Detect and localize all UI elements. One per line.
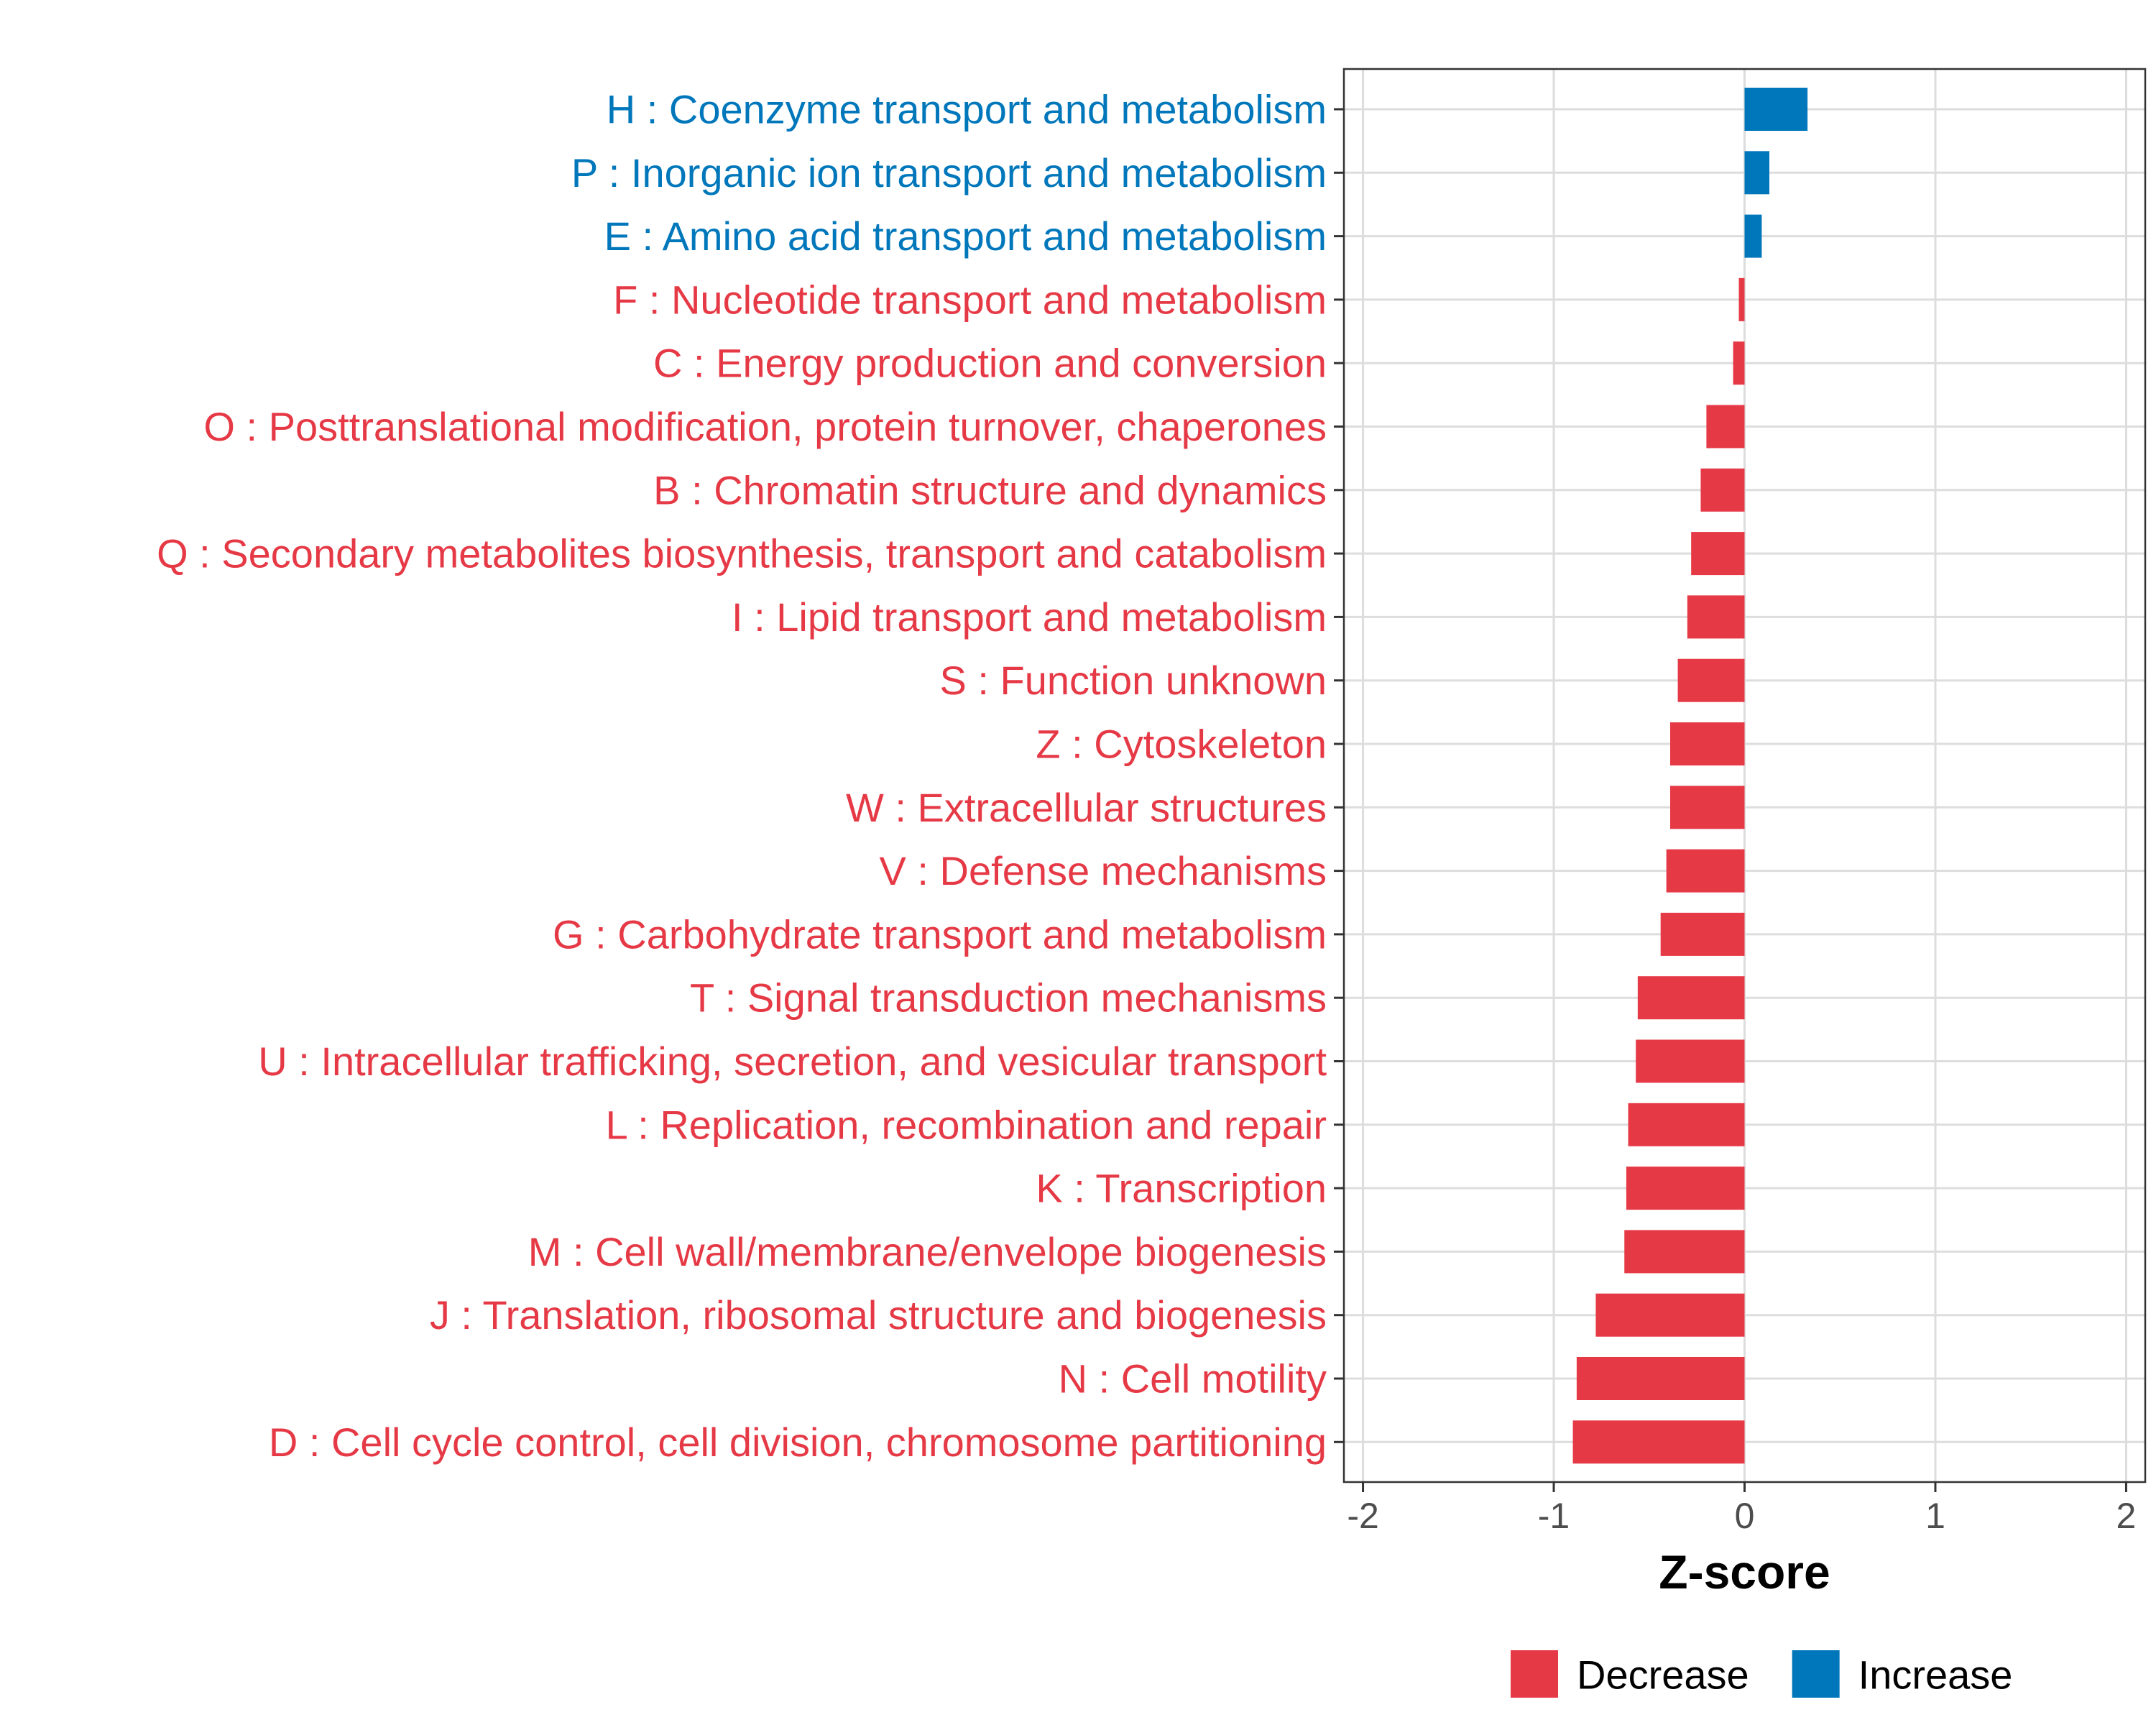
category-label: G : Carbohydrate transport and metabolis… (553, 911, 1327, 957)
bar (1636, 1039, 1745, 1083)
legend-label-decrease: Decrease (1577, 1652, 1749, 1698)
legend-label-increase: Increase (1858, 1652, 2013, 1698)
bar (1691, 532, 1745, 576)
bar (1744, 151, 1770, 195)
x-axis-tick-labels: -2 -1 0 1 2 (1347, 1496, 2136, 1536)
category-label: Q : Secondary metabolites biosynthesis, … (157, 531, 1327, 576)
bar (1595, 1293, 1745, 1337)
x-tick-label: -2 (1347, 1496, 1378, 1536)
bar (1660, 912, 1745, 956)
y-axis-ticks (1334, 108, 1344, 1443)
bar (1624, 1230, 1745, 1274)
bar (1744, 214, 1762, 258)
bar (1576, 1357, 1745, 1400)
x-tick-label: -1 (1538, 1496, 1570, 1536)
bar (1637, 976, 1745, 1020)
bar (1738, 277, 1745, 321)
category-label: C : Energy production and conversion (653, 341, 1327, 386)
category-label: M : Cell wall/membrane/envelope biogenes… (528, 1229, 1327, 1274)
category-label: T : Signal transduction mechanisms (690, 975, 1327, 1021)
legend-key-decrease (1511, 1650, 1558, 1698)
legend-key-increase (1792, 1650, 1840, 1698)
bar (1669, 786, 1745, 829)
category-label: W : Extracellular structures (846, 785, 1327, 830)
category-labels: H : Coenzyme transport and metabolism P :… (157, 87, 1327, 1465)
bar (1744, 88, 1808, 131)
bar (1626, 1167, 1745, 1210)
x-axis-title: Z-score (1659, 1545, 1830, 1598)
bar (1706, 405, 1745, 448)
x-axis-ticks (1362, 1482, 2127, 1492)
category-label: B : Chromatin structure and dynamics (653, 467, 1327, 512)
x-tick-label: 0 (1735, 1496, 1755, 1536)
bar (1669, 722, 1745, 765)
category-label: O : Posttranslational modification, prot… (203, 404, 1327, 449)
x-tick-label: 1 (1925, 1496, 1945, 1536)
bar (1687, 595, 1745, 639)
category-label: N : Cell motility (1059, 1356, 1327, 1402)
category-label: P : Inorganic ion transport and metaboli… (571, 150, 1327, 196)
category-label: E : Amino acid transport and metabolism (604, 213, 1327, 259)
category-label: S : Function unknown (939, 658, 1327, 703)
category-label: V : Defense mechanisms (880, 848, 1327, 893)
bar (1733, 341, 1745, 385)
bar (1666, 849, 1745, 893)
category-label: H : Coenzyme transport and metabolism (607, 87, 1327, 132)
category-label: L : Replication, recombination and repai… (606, 1102, 1327, 1147)
bar (1572, 1420, 1745, 1464)
category-label: I : Lipid transport and metabolism (732, 594, 1327, 640)
bars (1572, 88, 1808, 1464)
bar (1677, 658, 1745, 702)
category-label: K : Transcription (1036, 1166, 1327, 1211)
category-label: J : Translation, ribosomal structure and… (430, 1292, 1327, 1338)
bar (1628, 1103, 1745, 1146)
category-label: Z : Cytoskeleton (1036, 722, 1327, 767)
category-label: F : Nucleotide transport and metabolism (613, 277, 1327, 322)
legend: Decrease Increase (1511, 1650, 2012, 1698)
category-label: D : Cell cycle control, cell division, c… (269, 1420, 1327, 1465)
x-tick-label: 2 (2116, 1496, 2137, 1536)
category-label: U : Intracellular trafficking, secretion… (258, 1039, 1327, 1084)
bar (1700, 468, 1745, 512)
